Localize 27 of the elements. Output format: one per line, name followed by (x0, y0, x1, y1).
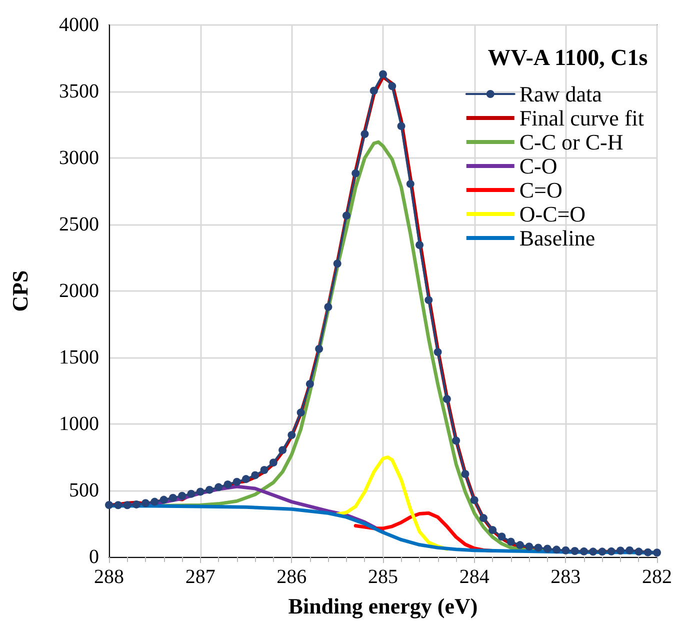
legend-label: O-C=O (519, 202, 586, 226)
y-tick-label: 3000 (59, 147, 99, 169)
x-tick-label: 285 (368, 566, 398, 588)
y-tick-label: 2500 (59, 214, 99, 236)
y-tick-label: 4000 (59, 14, 99, 36)
x-tick-label: 283 (550, 566, 581, 588)
legend-label: Final curve fit (519, 106, 644, 130)
legend-label: C-O (519, 154, 558, 178)
y-tick-label: 500 (69, 480, 99, 502)
legend-title: WV-A 1100, C1s (488, 45, 648, 70)
y-tick-label: 0 (89, 546, 99, 568)
x-axis-title: Binding energy (eV) (288, 594, 478, 618)
legend-label: Baseline (519, 226, 596, 250)
y-tick-label: 1500 (59, 346, 99, 368)
x-tick-label: 284 (459, 566, 490, 588)
legend-label: C=O (519, 178, 562, 202)
y-tick-label: 1000 (59, 413, 99, 435)
legend-label: C-C or C-H (519, 130, 624, 154)
y-tick-label: 3500 (59, 80, 99, 102)
x-tick-label: 282 (642, 566, 672, 588)
x-tick-label: 288 (94, 566, 124, 588)
line-series (336, 456, 449, 551)
y-axis-title: CPS (8, 270, 32, 312)
x-tick-label: 286 (276, 566, 307, 588)
legend-label: Raw data (519, 82, 602, 106)
x-tick-label: 287 (185, 566, 216, 588)
y-tick-label: 2000 (59, 280, 99, 302)
